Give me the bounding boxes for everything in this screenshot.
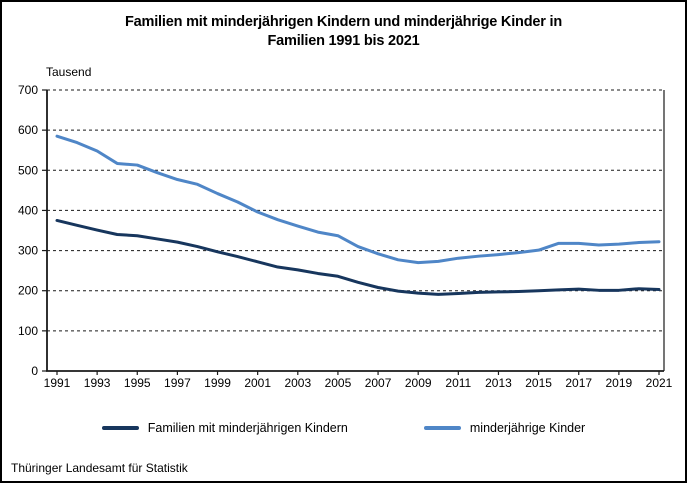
y-tick-label: 0 <box>31 364 38 378</box>
y-tick-label: 200 <box>18 284 38 298</box>
series-line-familien <box>55 218 661 296</box>
x-tick-label: 1993 <box>84 376 111 390</box>
y-tick-label: 100 <box>18 324 38 338</box>
chart-title-line2: Familien 1991 bis 2021 <box>267 33 420 49</box>
y-axis-unit-label: Tausend <box>46 65 92 79</box>
y-tick-label: 400 <box>18 203 38 217</box>
source-attribution: Thüringer Landesamt für Statistik <box>11 461 188 475</box>
legend-line-swatch-light <box>423 426 461 430</box>
series-line-kinder <box>55 134 661 265</box>
x-tick-label: 2015 <box>525 376 552 390</box>
x-tick-label: 2013 <box>485 376 512 390</box>
x-tick-label: 2017 <box>565 376 592 390</box>
legend-item-kinder: minderjährige Kinder <box>423 421 586 435</box>
x-tick-label: 2001 <box>244 376 271 390</box>
legend-line-swatch-dark <box>101 426 139 430</box>
y-tick-label: 300 <box>18 244 38 258</box>
x-tick-label: 1991 <box>44 376 71 390</box>
legend: Familien mit minderjährigen Kindern mind… <box>2 421 685 435</box>
y-tick-label: 600 <box>18 123 38 137</box>
legend-label-kinder: minderjährige Kinder <box>469 421 586 435</box>
chart-title: Familien mit minderjährigen Kindern und … <box>2 13 685 51</box>
x-tick-label: 1995 <box>124 376 151 390</box>
legend-label-familien: Familien mit minderjährigen Kindern <box>147 421 348 435</box>
chart-title-line1: Familien mit minderjährigen Kindern und … <box>125 14 562 30</box>
x-tick-label: 2009 <box>405 376 432 390</box>
x-tick-label: 2021 <box>646 376 673 390</box>
x-tick-label: 2003 <box>284 376 311 390</box>
x-tick-label: 1999 <box>204 376 231 390</box>
x-tick-label: 1997 <box>164 376 191 390</box>
legend-item-familien: Familien mit minderjährigen Kindern <box>101 421 348 435</box>
y-tick-label: 700 <box>18 83 38 97</box>
x-tick-label: 2005 <box>325 376 352 390</box>
line-chart-plot: 0 100 200 300 400 500 600 700 1991 1993 1995 1997 19… <box>18 83 673 390</box>
x-tick-label: 2011 <box>445 376 471 390</box>
x-tick-label: 2019 <box>606 376 633 390</box>
y-tick-label: 500 <box>18 163 38 177</box>
x-tick-label: 2007 <box>365 376 392 390</box>
